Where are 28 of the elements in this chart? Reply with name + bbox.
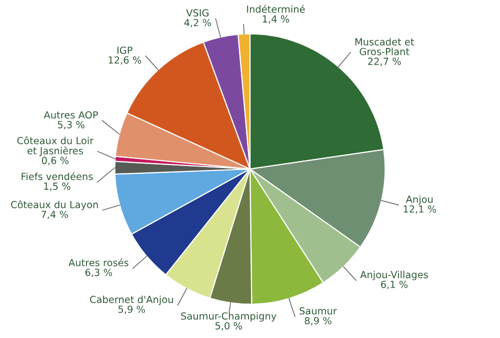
slice-label: Saumur-Champigny — [181, 312, 276, 322]
data-label: 1,4 % — [262, 15, 290, 24]
slice-label: Côteaux du Loir et Jasnières — [17, 136, 94, 156]
slice-label: Muscadet et Gros-Plant — [355, 38, 414, 56]
data-label: 6,1 % — [381, 280, 408, 290]
data-label: 0,6 % — [42, 156, 69, 166]
slice-label: Autres AOP — [44, 111, 98, 119]
data-label: 5,9 % — [118, 306, 145, 314]
data-label: 1,5 % — [44, 182, 70, 191]
slice-label: Côteaux du Layon — [11, 200, 98, 210]
slice-label: Indéterminé — [247, 4, 305, 13]
data-label: 12,6 % — [108, 56, 142, 65]
data-label: 5,3 % — [58, 121, 84, 130]
slice-label: Anjou-Villages — [360, 270, 428, 280]
data-label: 6,3 % — [85, 268, 112, 278]
data-label: 4,2 % — [184, 18, 212, 28]
data-label: 7,4 % — [41, 210, 68, 220]
slice-label: Saumur — [300, 307, 337, 315]
data-label: 5,0 % — [215, 322, 242, 330]
data-label: 22,7 % — [368, 58, 401, 66]
slice-label: Cabernet d'Anjou — [90, 296, 173, 306]
slice-label: Anjou — [406, 195, 433, 205]
data-label: 8,9 % — [304, 316, 332, 326]
data-label: 12,1 % — [404, 205, 436, 214]
slice-label: VSIG — [186, 9, 208, 17]
slice-label: Fiefs vendéens — [22, 172, 93, 180]
slice-label: Autres rosés — [68, 258, 128, 266]
slice-label: IGP — [117, 46, 132, 54]
